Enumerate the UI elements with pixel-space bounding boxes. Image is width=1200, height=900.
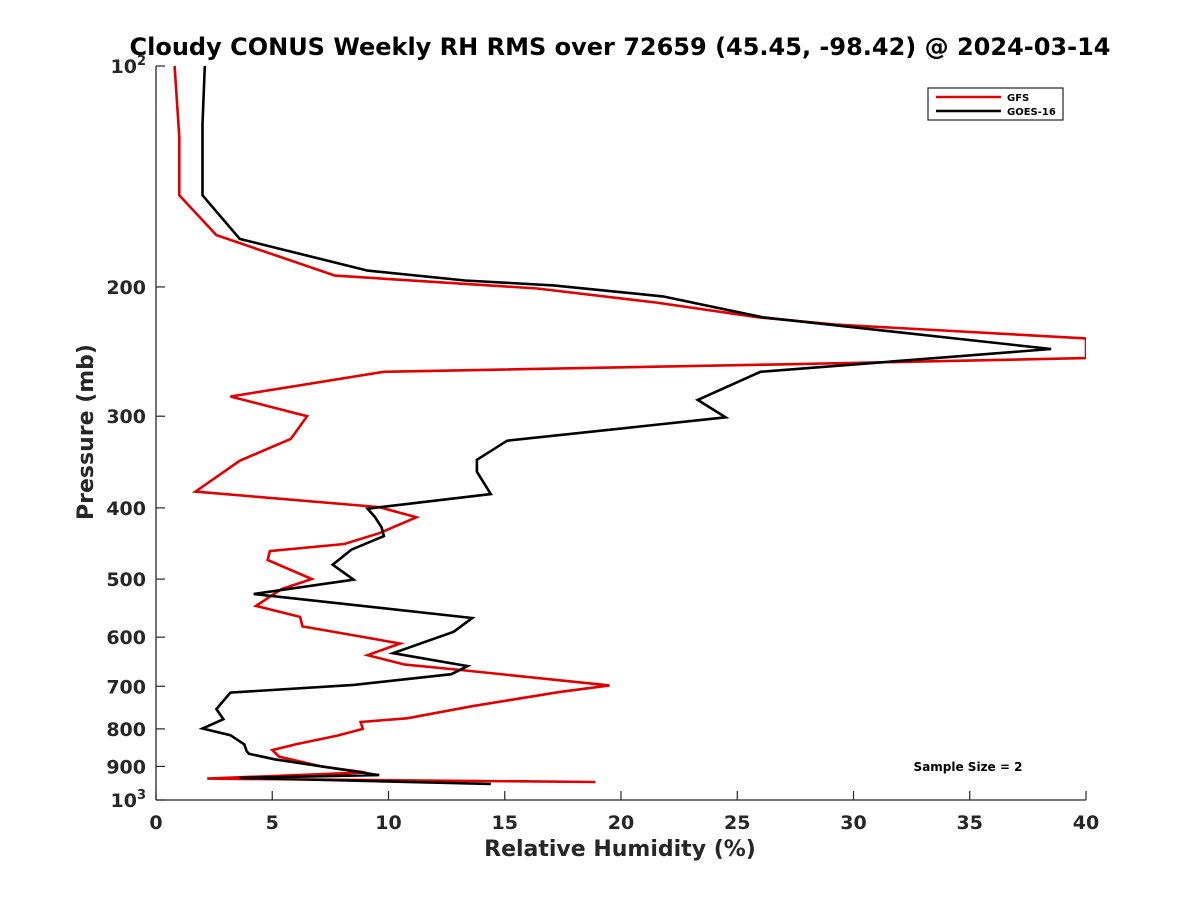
y-tick-label: 700 <box>106 676 146 698</box>
y-axis-label: Pressure (mb) <box>74 344 99 520</box>
x-tick-label: 5 <box>266 812 279 834</box>
y-tick-label: 200 <box>106 277 146 299</box>
y-tick-label: 102 <box>111 54 147 78</box>
legend-label: GOES-16 <box>1007 107 1056 118</box>
y-tick-label: 103 <box>111 788 147 812</box>
x-tick-label: 20 <box>608 812 634 834</box>
y-tick-label: 400 <box>106 498 146 520</box>
y-tick-label: 300 <box>106 406 146 428</box>
x-axis: 0 5 10 15 20 25 30 35 40 <box>149 791 1099 834</box>
chart-title: Cloudy CONUS Weekly RH RMS over 72659 (4… <box>130 33 1111 61</box>
x-tick-label: 10 <box>375 812 401 834</box>
y-tick-label: 800 <box>106 719 146 741</box>
x-tick-label: 25 <box>724 812 750 834</box>
y-tick-label: 900 <box>106 756 146 778</box>
series-line-goes-16 <box>198 66 1052 786</box>
series-layer <box>173 66 1086 786</box>
legend-box <box>927 87 1064 121</box>
x-axis-label: Relative Humidity (%) <box>484 837 756 862</box>
y-axis: 102 200 300 400 500 600 700 800 900 103 <box>106 54 165 812</box>
plot-area <box>156 66 1086 800</box>
x-tick-label: 0 <box>149 812 162 834</box>
x-tick-label: 35 <box>957 812 983 834</box>
x-tick-label: 30 <box>840 812 866 834</box>
x-tick-label: 40 <box>1073 812 1099 834</box>
sample-size-annotation: Sample Size = 2 <box>914 760 1023 774</box>
legend-label: GFS <box>1007 93 1029 104</box>
legend: GFS GOES-16 <box>927 87 1064 121</box>
y-tick-label: 500 <box>106 569 146 591</box>
plot-background <box>156 66 1086 800</box>
x-tick-label: 15 <box>492 812 518 834</box>
y-tick-label: 600 <box>106 627 146 649</box>
